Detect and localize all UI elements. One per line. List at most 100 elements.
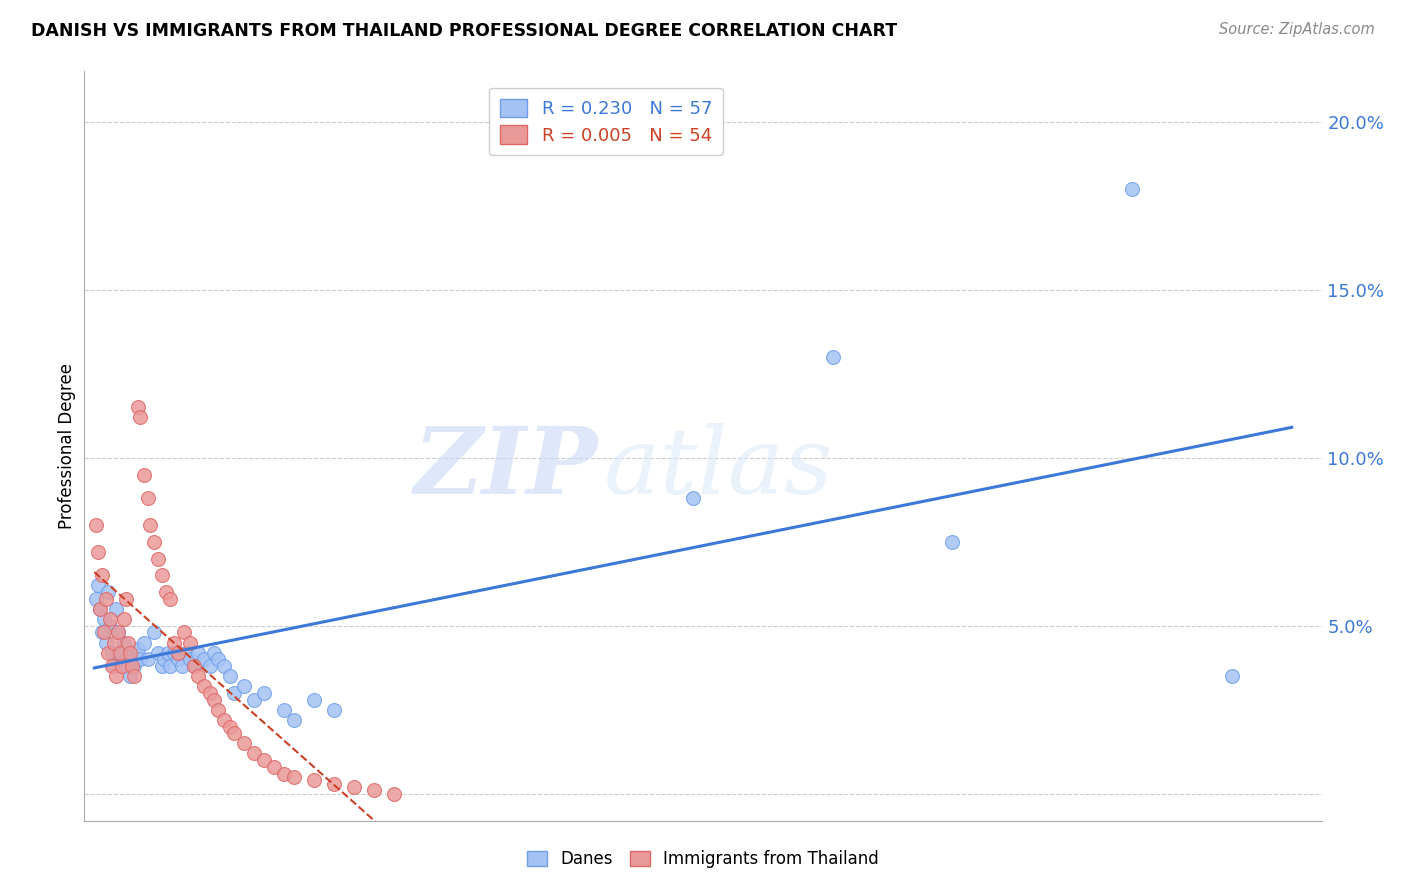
Point: [127, 401, 149, 415]
Point: [101, 646, 124, 660]
Point: [253, 753, 276, 767]
Point: [96, 635, 118, 649]
Point: [382, 787, 405, 801]
Point: [143, 625, 166, 640]
Point: [150, 568, 173, 582]
Point: [98, 619, 121, 633]
Point: [174, 646, 197, 660]
Point: [159, 591, 181, 606]
Point: [122, 669, 145, 683]
Point: [283, 770, 305, 784]
Point: [129, 652, 152, 666]
Point: [163, 635, 186, 649]
Point: [134, 467, 156, 482]
Point: [222, 726, 245, 740]
Point: [129, 410, 152, 425]
Point: [97, 585, 120, 599]
Point: [243, 692, 266, 706]
Point: [167, 652, 190, 666]
Point: [115, 591, 138, 606]
Point: [143, 534, 166, 549]
Point: [115, 652, 138, 666]
Text: DANISH VS IMMIGRANTS FROM THAILAND PROFESSIONAL DEGREE CORRELATION CHART: DANISH VS IMMIGRANTS FROM THAILAND PROFE…: [31, 22, 897, 40]
Point: [233, 736, 256, 750]
Point: [125, 652, 148, 666]
Point: [222, 686, 245, 700]
Point: [89, 602, 111, 616]
Legend: Danes, Immigrants from Thailand: Danes, Immigrants from Thailand: [520, 844, 886, 875]
Point: [105, 602, 128, 616]
Point: [148, 551, 170, 566]
Point: [1220, 669, 1243, 683]
Point: [155, 585, 177, 599]
Point: [941, 534, 963, 549]
Point: [322, 703, 344, 717]
Point: [87, 545, 110, 559]
Text: Source: ZipAtlas.com: Source: ZipAtlas.com: [1219, 22, 1375, 37]
Point: [136, 491, 159, 505]
Point: [105, 669, 128, 683]
Point: [198, 686, 221, 700]
Point: [117, 659, 139, 673]
Point: [212, 713, 235, 727]
Point: [219, 720, 242, 734]
Point: [103, 659, 125, 673]
Point: [121, 646, 143, 660]
Point: [173, 625, 195, 640]
Point: [193, 679, 215, 693]
Point: [93, 625, 115, 640]
Point: [121, 659, 143, 673]
Point: [150, 659, 173, 673]
Point: [263, 760, 285, 774]
Point: [98, 612, 121, 626]
Point: [148, 646, 170, 660]
Point: [97, 646, 120, 660]
Point: [111, 659, 134, 673]
Point: [183, 659, 205, 673]
Point: [322, 777, 344, 791]
Point: [202, 692, 225, 706]
Point: [343, 780, 366, 794]
Point: [111, 659, 134, 673]
Point: [86, 518, 108, 533]
Point: [207, 652, 229, 666]
Point: [193, 652, 215, 666]
Point: [103, 635, 125, 649]
Point: [302, 692, 325, 706]
Point: [179, 652, 201, 666]
Text: ZIP: ZIP: [413, 424, 598, 514]
Point: [110, 646, 132, 660]
Legend: R = 0.230   N = 57, R = 0.005   N = 54: R = 0.230 N = 57, R = 0.005 N = 54: [489, 88, 723, 155]
Point: [243, 747, 266, 761]
Point: [127, 642, 149, 657]
Point: [183, 659, 205, 673]
Point: [202, 646, 225, 660]
Point: [172, 659, 194, 673]
Point: [153, 652, 176, 666]
Point: [91, 568, 114, 582]
Point: [107, 625, 129, 640]
Point: [363, 783, 385, 797]
Point: [179, 635, 201, 649]
Point: [96, 591, 118, 606]
Point: [207, 703, 229, 717]
Point: [212, 659, 235, 673]
Point: [163, 646, 186, 660]
Point: [233, 679, 256, 693]
Point: [1121, 182, 1143, 196]
Point: [136, 652, 159, 666]
Point: [122, 659, 145, 673]
Point: [198, 659, 221, 673]
Point: [283, 713, 305, 727]
Point: [89, 602, 111, 616]
Point: [86, 591, 108, 606]
Point: [219, 669, 242, 683]
Point: [139, 518, 162, 533]
Point: [120, 646, 142, 660]
Point: [253, 686, 276, 700]
Point: [682, 491, 704, 505]
Point: [101, 659, 124, 673]
Point: [821, 350, 844, 364]
Point: [134, 635, 156, 649]
Y-axis label: Professional Degree: Professional Degree: [58, 363, 76, 529]
